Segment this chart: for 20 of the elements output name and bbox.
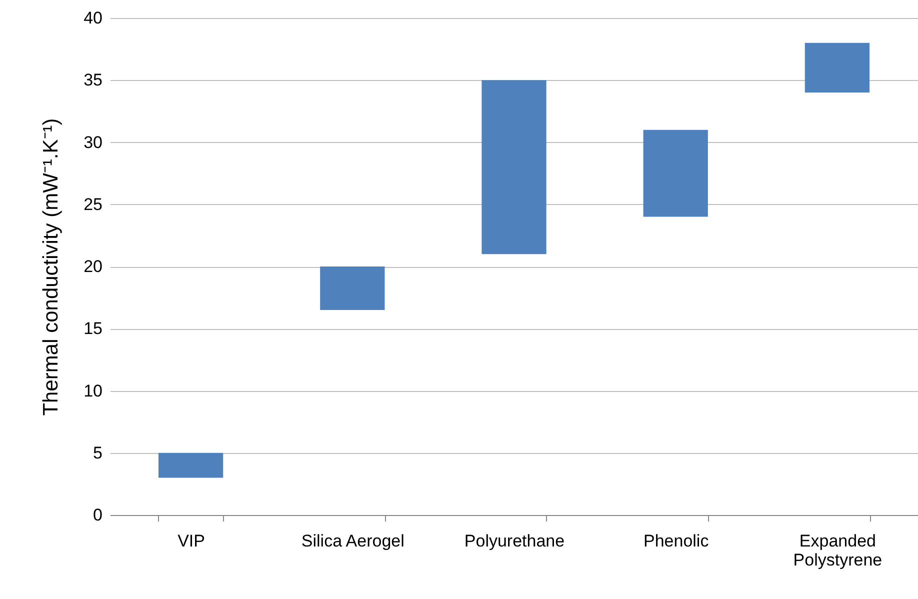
y-tick-label: 0 <box>93 506 102 524</box>
bar <box>482 80 546 254</box>
y-axis-title: Thermal conductivity (mW⁻¹.K⁻¹) <box>40 118 63 416</box>
bar <box>643 130 708 217</box>
x-tick-label: Phenolic <box>643 532 710 550</box>
y-tick-label: 40 <box>84 8 102 28</box>
y-tick-label: 25 <box>84 194 102 214</box>
y-tick-label: 20 <box>84 257 102 276</box>
bar <box>804 42 870 93</box>
y-tick-label: 35 <box>84 70 102 90</box>
x-tick-label: Expanded Polystyrene <box>793 532 882 570</box>
x-tick-label: Polyurethane <box>464 532 565 550</box>
bar <box>320 266 385 310</box>
y-tick-label: 10 <box>84 381 102 400</box>
bar <box>158 452 224 478</box>
y-tick-label: 5 <box>93 443 102 462</box>
y-tick-label: 15 <box>84 319 102 338</box>
y-tick-label: 30 <box>84 132 102 152</box>
x-tick-label: VIP <box>178 532 206 550</box>
x-tick-label: Silica Aerogel <box>301 532 404 550</box>
